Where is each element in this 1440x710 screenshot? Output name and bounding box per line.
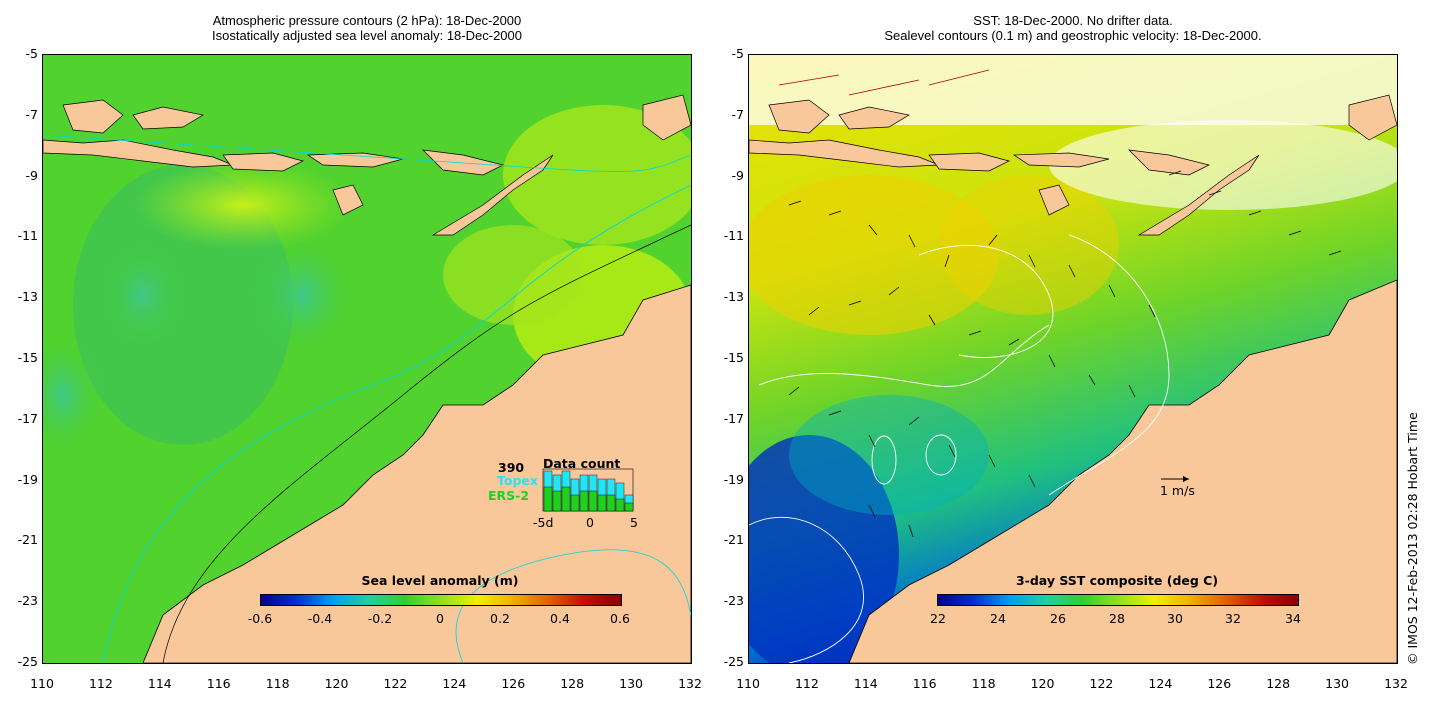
x-axis-tick-right: 130 [1325,676,1349,691]
x-axis-tick-right: 126 [1207,676,1232,691]
left-map [42,54,692,664]
x-axis-tick-left: 116 [206,676,231,691]
y-axis-tick-left: -23 [17,593,38,609]
right-colorbar-tick: 32 [1225,611,1241,626]
y-axis-tick-left: -5 [25,46,38,61]
y-axis-tick-left: -11 [17,228,38,244]
y-axis-tick-right: -19 [723,471,744,487]
y-axis-tick-right: -9 [731,167,744,183]
right-colorbar-tick: 28 [1109,611,1125,626]
inset-series2: ERS-2 [488,488,530,503]
left-colorbar [260,594,622,606]
left-title-line2: Isostatically adjusted sea level anomaly… [211,28,522,43]
right-map [748,54,1398,664]
x-axis-tick-left: 112 [88,676,113,691]
right-colorbar-tick: 34 [1285,611,1301,626]
inset-xtick: 5 [630,515,638,530]
y-axis-tick-right: -13 [723,289,744,305]
x-axis-tick-right: 120 [1030,676,1055,691]
right-colorbar-tick: 26 [1050,611,1066,626]
y-axis-tick-left: -9 [25,167,38,183]
x-axis-tick-left: 126 [501,676,526,691]
left-colorbar-tick: -0.4 [307,611,333,626]
left-colorbar-tick: -0.2 [367,611,393,626]
right-map-canvas [749,55,1397,663]
data-count-inset [542,468,634,512]
y-axis-tick-right: -23 [723,593,744,609]
left-colorbar-tick: 0.4 [550,611,570,626]
y-axis-tick-left: -21 [17,532,38,548]
x-axis-tick-right: 122 [1089,676,1114,691]
x-axis-tick-left: 110 [30,676,54,691]
left-colorbar-tick: -0.6 [247,611,273,626]
x-axis-tick-left: 118 [265,676,290,691]
y-axis-tick-left: -15 [17,350,38,365]
right-colorbar-tick: 22 [930,611,946,626]
y-axis-tick-right: -7 [731,106,744,122]
x-axis-tick-right: 118 [971,676,996,691]
credit-text: © IMOS 12-Feb-2013 02:28 Hobart Time [1405,412,1420,665]
left-colorbar-label: Sea level anomaly (m) [361,573,519,588]
x-axis-tick-left: 130 [619,676,643,691]
y-axis-tick-left: -17 [17,410,38,426]
y-axis-tick-right: -11 [723,228,744,244]
x-axis-tick-left: 120 [324,676,349,691]
velocity-scale-label: 1 m/s [1160,483,1195,498]
left-map-canvas [43,55,691,663]
x-axis-tick-left: 132 [678,676,702,691]
y-axis-tick-right: -17 [723,410,744,426]
right-colorbar-tick: 30 [1167,611,1183,626]
y-axis-tick-left: -13 [17,289,38,305]
x-axis-tick-right: 112 [794,676,819,691]
left-colorbar-tick: 0.6 [610,611,630,626]
right-title-line2: Sealevel contours (0.1 m) and geostrophi… [884,28,1262,43]
x-axis-tick-right: 114 [853,676,878,691]
x-axis-tick-right: 116 [912,676,937,691]
right-colorbar [937,594,1299,606]
y-axis-tick-right: -15 [723,350,744,365]
left-title-line1: Atmospheric pressure contours (2 hPa): 1… [212,13,522,28]
y-axis-tick-right: -25 [723,654,744,669]
y-axis-tick-left: -7 [25,106,38,122]
left-colorbar-tick: 0.2 [490,611,510,626]
right-title-line1: SST: 18-Dec-2000. No drifter data. [973,13,1173,28]
velocity-arrows [778,69,1342,538]
y-axis-tick-right: -21 [723,532,744,548]
inset-max-count: 390 [498,460,525,475]
x-axis-tick-left: 124 [442,676,467,691]
x-axis-tick-right: 110 [736,676,760,691]
inset-series1: Topex [497,473,538,488]
inset-xtick: 0 [586,515,594,530]
y-axis-tick-left: -25 [17,654,38,669]
x-axis-tick-right: 128 [1266,676,1291,691]
x-axis-tick-left: 128 [560,676,585,691]
x-axis-tick-left: 122 [383,676,408,691]
x-axis-tick-right: 124 [1148,676,1173,691]
x-axis-tick-left: 114 [147,676,172,691]
inset-xtick: -5d [533,515,554,530]
y-axis-tick-right: -5 [731,46,744,61]
y-axis-tick-left: -19 [17,471,38,487]
inset-title: Data count [543,456,621,471]
right-colorbar-label: 3-day SST composite (deg C) [1015,573,1219,588]
right-colorbar-tick: 24 [990,611,1006,626]
x-axis-tick-right: 132 [1384,676,1408,691]
left-colorbar-tick: 0 [436,611,444,626]
